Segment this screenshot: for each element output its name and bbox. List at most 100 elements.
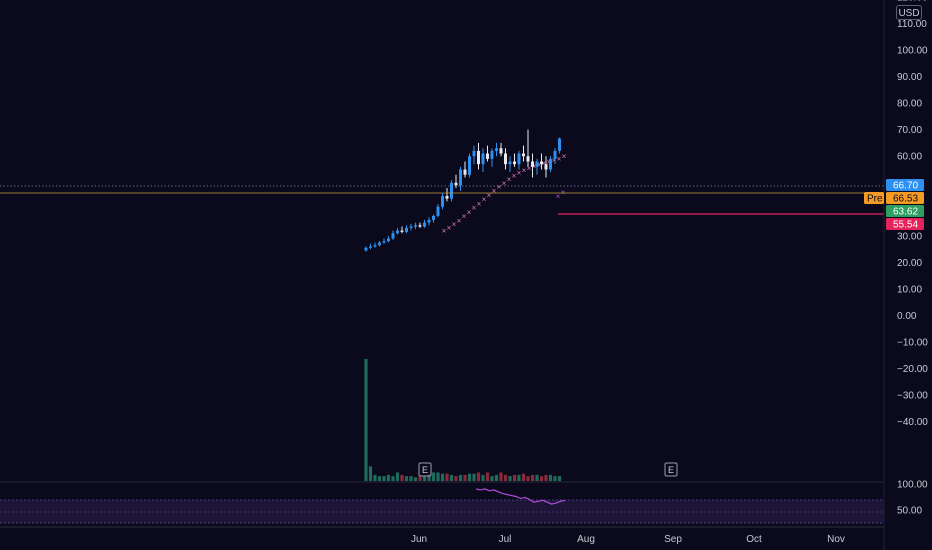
ma-point: × [477, 199, 482, 208]
x-tick-label: Jul [499, 534, 512, 545]
price-tag-box [886, 205, 924, 217]
candle-body [468, 156, 471, 175]
y-tick-label: 110.00 [897, 19, 927, 30]
candle-body [391, 233, 395, 239]
volume-bar [517, 474, 521, 481]
volume-bar [368, 466, 373, 481]
y-tick-label: −20.00 [897, 364, 928, 375]
y-tick-label: 60.00 [897, 152, 922, 163]
ma-point: × [532, 162, 537, 171]
candle-body [427, 219, 431, 223]
volume-bar [445, 473, 449, 481]
ma-point: × [522, 166, 527, 175]
ma-point: × [507, 175, 512, 184]
candle-body [378, 242, 381, 246]
y-tick-label: −10.00 [897, 338, 928, 349]
ma-point: × [472, 204, 477, 213]
y-tick-label: −40.00 [897, 417, 928, 428]
candle-body [522, 153, 525, 157]
candle-body [549, 158, 552, 170]
candle-body [490, 150, 494, 159]
volume-bar [521, 473, 526, 481]
volume-bar [413, 477, 418, 481]
volume-bar [499, 472, 503, 481]
volume-bar [391, 476, 395, 481]
candle-body [495, 148, 498, 151]
candle-body [396, 230, 399, 234]
price-tag-box [886, 218, 924, 230]
candle-body [558, 138, 561, 151]
oscillator-band [0, 500, 884, 523]
volume-bar [553, 476, 557, 481]
y-tick-label: 120.00 [897, 0, 928, 3]
candle-body [400, 230, 404, 232]
candle-body [477, 150, 480, 165]
ma-point: × [462, 212, 467, 221]
x-tick-label: Oct [746, 534, 762, 545]
price-tag-box [886, 179, 924, 191]
ma-point: × [502, 179, 507, 188]
candle-body [373, 245, 377, 247]
y-tick-label: 0.00 [897, 311, 917, 322]
volume-bar [427, 474, 431, 481]
y-tick-label: 80.00 [897, 99, 922, 110]
volume-bar [454, 476, 458, 481]
earnings-event-letter: E [668, 465, 674, 475]
volume-bar [431, 472, 436, 481]
x-tick-label: Aug [577, 534, 595, 545]
ma-point: × [452, 220, 457, 229]
ma-point: × [447, 223, 452, 232]
price-tag-value: 66.53 [893, 194, 918, 205]
volume-bar [418, 476, 422, 481]
ma-point: × [492, 187, 497, 196]
candle-body [364, 247, 368, 251]
volume-bar [472, 473, 476, 481]
candle-body [517, 153, 521, 165]
volume-bar [463, 474, 467, 481]
volume-bar [481, 474, 485, 481]
candle-body [463, 169, 467, 175]
y-tick-label: 30.00 [897, 231, 922, 242]
candle-body [382, 241, 386, 243]
candle-body [472, 150, 476, 157]
ma-point: × [442, 227, 447, 236]
candle-body [369, 246, 372, 248]
volume-bar [467, 473, 472, 481]
ma-point: × [542, 159, 547, 168]
price-tag-box [886, 192, 924, 204]
candle-body [481, 153, 485, 165]
candle-body [535, 161, 539, 167]
candle-body [436, 206, 440, 216]
volume-bar [409, 476, 413, 481]
currency-selector[interactable]: USD [896, 5, 922, 20]
volume-bar [548, 474, 553, 481]
ma-point: × [457, 216, 462, 225]
ma-point: × [562, 152, 567, 161]
volume-bar [530, 474, 535, 481]
volume-bar [535, 474, 539, 481]
candle-body [418, 225, 422, 227]
y-tick-label: 20.00 [897, 258, 922, 269]
earnings-event-marker [418, 462, 432, 477]
candle-body [405, 227, 408, 232]
oscillator-line [475, 488, 566, 505]
volume-bar [458, 474, 463, 481]
candle-body [441, 196, 444, 207]
candle-body [432, 215, 435, 220]
volume-bar [490, 476, 494, 481]
candle-body [499, 148, 503, 154]
candle-body [544, 164, 548, 170]
y-tick-label: 100.00 [897, 46, 928, 57]
premarket-label: Pre [867, 194, 883, 205]
ma-point: × [527, 164, 532, 173]
volume-bar [526, 476, 530, 481]
volume-bar [449, 474, 454, 481]
x-tick-label: Jun [411, 534, 427, 545]
volume-bar [557, 476, 562, 481]
candle-body [445, 196, 449, 199]
signal-marker: × [561, 188, 566, 197]
volume-bar [404, 476, 409, 481]
candle-body [450, 182, 453, 199]
volume-bar [400, 474, 404, 481]
